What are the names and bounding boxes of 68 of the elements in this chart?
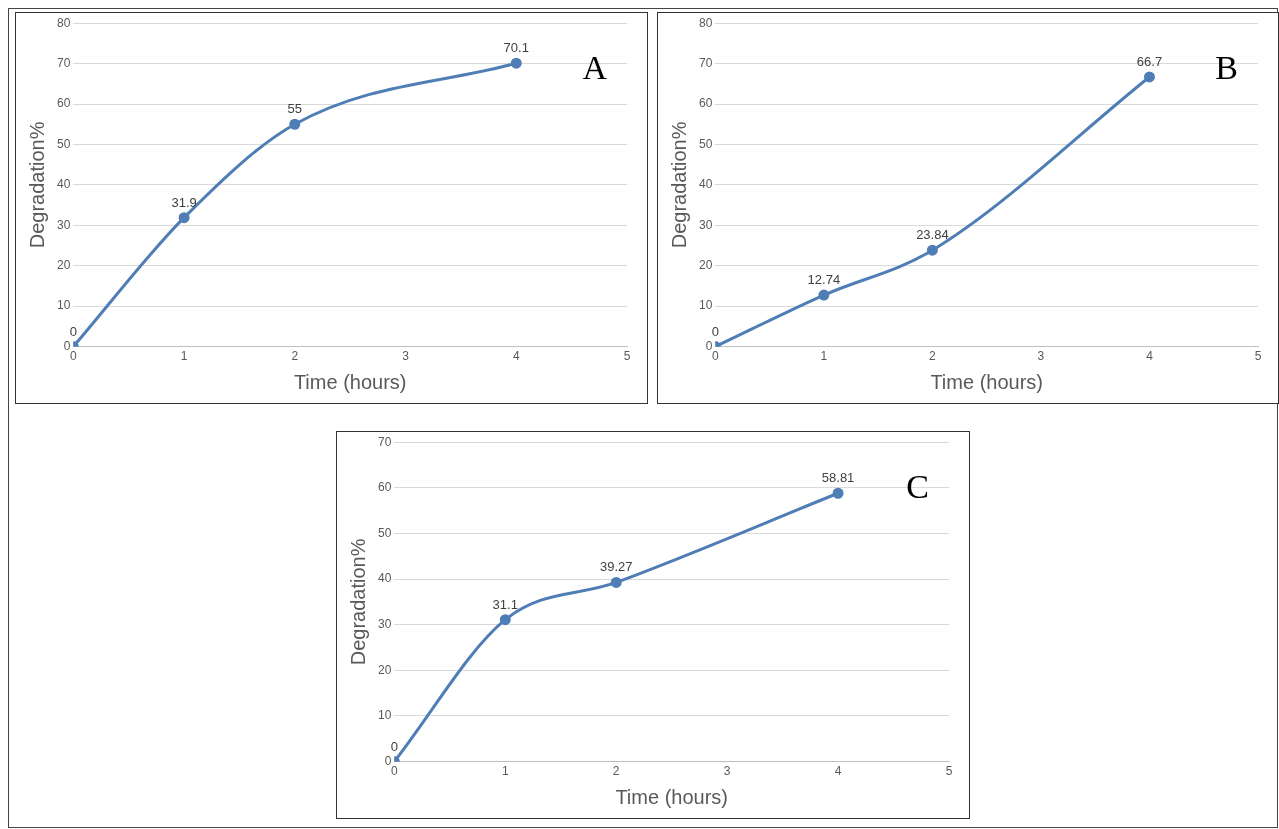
x-axis-title: Time (hours) (615, 785, 728, 808)
x-tick-label: 4 (834, 764, 842, 779)
data-label: 66.7 (1136, 54, 1163, 70)
x-tick-label: 2 (612, 764, 620, 779)
point (610, 576, 622, 588)
x-axis-title: Time (hours) (930, 370, 1043, 393)
data-label: 39.27 (599, 559, 633, 575)
y-tick-label: 40 (377, 571, 392, 586)
y-axis-title: Degradation% (25, 121, 48, 249)
y-tick-label: 60 (56, 96, 71, 111)
x-tick-label: 3 (723, 764, 731, 779)
y-tick-label: 80 (698, 15, 713, 30)
y-tick-label: 30 (56, 217, 71, 232)
y-tick-label: 10 (698, 298, 713, 313)
x-tick-label: 1 (820, 349, 828, 364)
x-tick-label: 3 (402, 349, 410, 364)
data-label: 23.84 (916, 227, 949, 243)
y-tick-label: 0 (384, 753, 392, 768)
point (818, 289, 830, 301)
annotation: B (1215, 49, 1238, 87)
y-tick-label: 60 (377, 480, 392, 495)
y-tick-label: 20 (377, 662, 392, 677)
x-tick-label: 2 (929, 349, 937, 364)
point (289, 118, 301, 130)
x-tick-label: 3 (1037, 349, 1045, 364)
x-tick-label: 4 (512, 349, 520, 364)
y-tick-label: 10 (377, 708, 392, 723)
y-tick-label: 40 (698, 177, 713, 192)
x-tick-label: 4 (1146, 349, 1154, 364)
x-tick-label: 1 (180, 349, 188, 364)
point (832, 487, 844, 499)
data-label: 31.1 (492, 596, 518, 612)
x-tick-label: 1 (501, 764, 509, 779)
annotation: A (582, 49, 608, 87)
y-tick-label: 30 (698, 217, 713, 232)
point (926, 244, 938, 256)
x-tick-label: 5 (1254, 349, 1262, 364)
data-label: 31.9 (171, 194, 197, 210)
y-tick-label: 0 (63, 338, 71, 353)
y-tick-label: 10 (56, 298, 71, 313)
y-tick-label: 0 (705, 338, 713, 353)
data-label: 55 (287, 101, 303, 117)
y-tick-label: 60 (698, 96, 713, 111)
y-tick-label: 70 (56, 55, 71, 70)
y-tick-label: 20 (56, 258, 71, 273)
data-label: 70.1 (503, 40, 529, 56)
y-tick-label: 50 (698, 136, 713, 151)
x-tick-label: 5 (623, 349, 631, 364)
x-axis-title: Time (hours) (293, 370, 407, 393)
point (1143, 71, 1155, 83)
point (499, 614, 511, 626)
data-label: 58.81 (821, 470, 855, 486)
y-tick-label: 50 (56, 136, 71, 151)
annotation: C (906, 468, 929, 506)
y-axis-title: Degradation% (346, 538, 369, 666)
y-tick-label: 50 (377, 525, 392, 540)
y-tick-label: 70 (377, 434, 392, 449)
y-tick-label: 80 (56, 15, 71, 30)
y-tick-label: 20 (698, 258, 713, 273)
point (510, 57, 522, 69)
data-label: 12.74 (807, 272, 841, 288)
y-tick-label: 30 (377, 617, 392, 632)
y-tick-label: 70 (698, 55, 713, 70)
y-tick-label: 40 (56, 177, 71, 192)
y-axis-title: Degradation% (667, 121, 690, 249)
x-tick-label: 2 (291, 349, 299, 364)
x-tick-label: 5 (945, 764, 953, 779)
point (178, 212, 190, 224)
